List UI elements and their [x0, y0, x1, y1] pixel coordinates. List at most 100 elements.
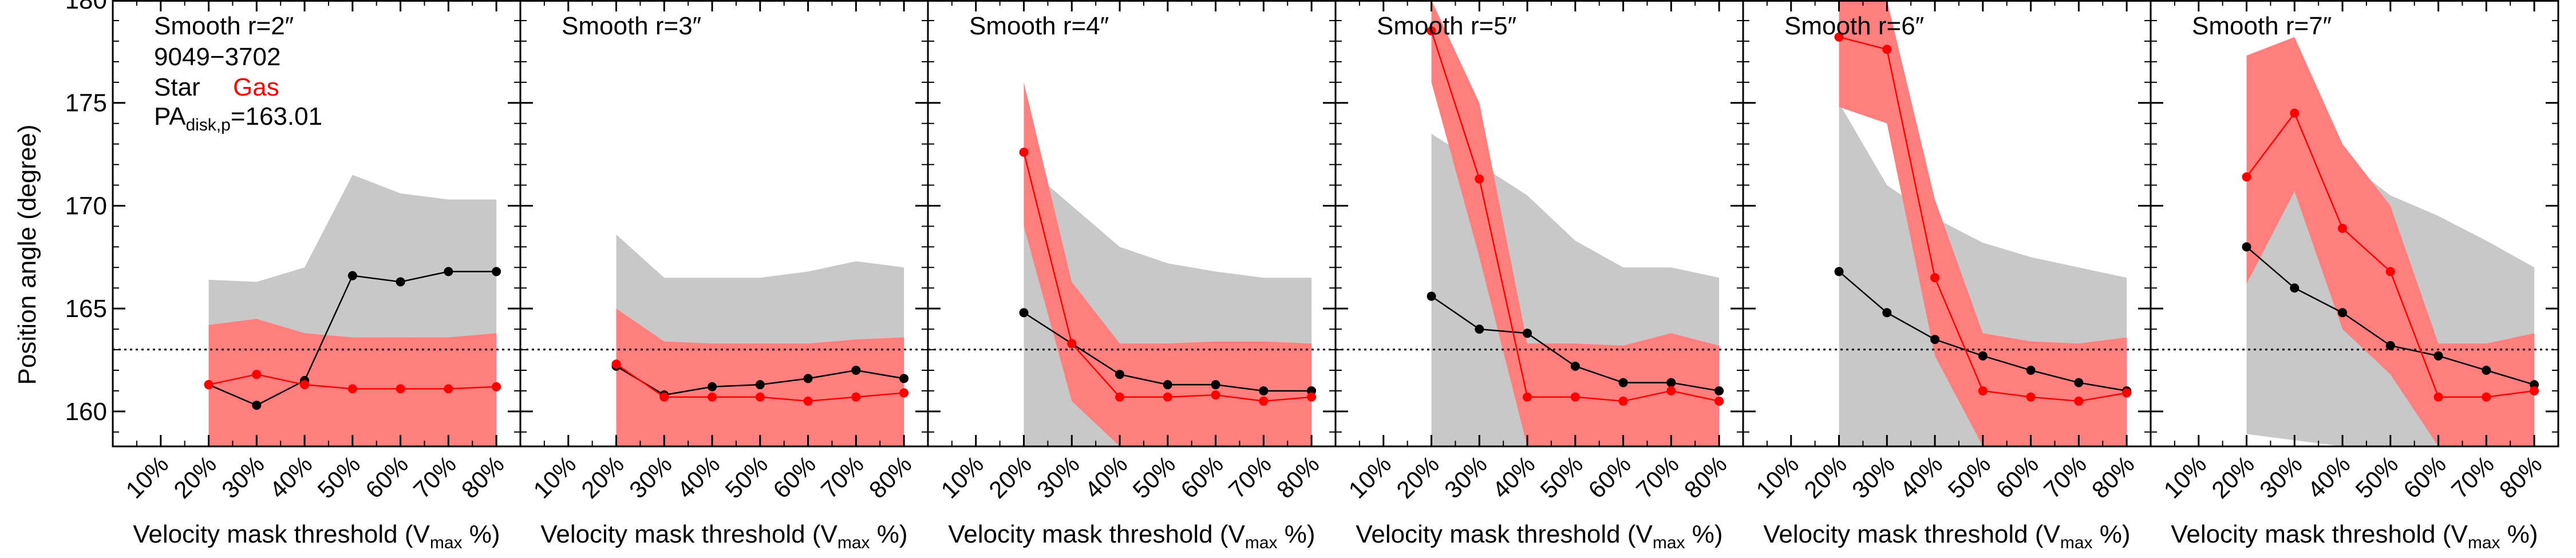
- plot-area: [520, 234, 928, 446]
- x-tick-label: 20%: [576, 450, 629, 504]
- star-series-point: [803, 374, 813, 383]
- x-tick-label: 40%: [2302, 450, 2356, 504]
- gas-series-point: [2074, 396, 2084, 406]
- panel-4: 10%20%30%40%50%60%70%80% Velocity mask th…: [1334, 0, 1744, 552]
- x-tick-label: 30%: [1032, 450, 1085, 504]
- x-tick-label: 20%: [1799, 450, 1852, 504]
- x-tick-label: 60%: [1175, 450, 1228, 504]
- star-series-point: [1930, 335, 1940, 345]
- gas-series-point: [1475, 174, 1484, 184]
- star-series-point: [1978, 351, 1988, 361]
- star-series-point: [1259, 386, 1269, 395]
- star-series-point: [851, 366, 861, 375]
- gas-series-point: [1618, 396, 1628, 406]
- gas-series-point: [1570, 392, 1580, 402]
- panel-title: Smooth r=3″: [562, 12, 701, 40]
- plot-area: [2151, 37, 2558, 446]
- panel-5: 10%20%30%40%50%60%70%80% Velocity mask th…: [1742, 0, 2152, 552]
- panel-title: Smooth r=6″: [1784, 12, 1924, 40]
- star-series-point: [1163, 380, 1172, 390]
- star-series-point: [1211, 380, 1220, 390]
- x-tick-label: 60%: [2398, 450, 2451, 504]
- gas-series-point: [851, 392, 861, 402]
- x-tick-label: 40%: [264, 450, 318, 504]
- star-series-point: [1618, 378, 1628, 387]
- x-tick-label: 80%: [864, 450, 917, 504]
- gas-series-point: [1523, 392, 1532, 402]
- star-series-point: [2242, 242, 2251, 252]
- x-axis-label-subscript: max: [430, 533, 463, 552]
- x-tick-label: 10%: [1751, 450, 1804, 504]
- gas-series-point: [755, 392, 765, 402]
- x-tick-label: 20%: [2206, 450, 2259, 504]
- legend-disk-pa: PAdisk,p=163.01: [154, 102, 322, 134]
- star-series-point: [1570, 361, 1580, 371]
- star-series-point: [2338, 308, 2348, 318]
- gas-series-point: [803, 396, 813, 406]
- x-axis-label-subscript: max: [837, 533, 870, 552]
- x-axis-label: Velocity mask threshold (Vmax %): [540, 520, 907, 552]
- x-tick-label: 30%: [1439, 450, 1492, 504]
- x-tick-label: 60%: [360, 450, 413, 504]
- x-tick-label: 20%: [1391, 450, 1444, 504]
- gas-series-point: [1067, 339, 1077, 349]
- gas-series-point: [2433, 392, 2443, 402]
- x-tick-label: 70%: [1631, 450, 1684, 504]
- gas-series-point: [1211, 390, 1220, 400]
- x-tick-label: 10%: [1343, 450, 1396, 504]
- x-tick-label: 40%: [1487, 450, 1540, 504]
- star-series-point: [2385, 341, 2395, 350]
- star-series-point: [2482, 366, 2491, 375]
- gas-series-point: [2290, 108, 2300, 118]
- gas-series-point: [2385, 267, 2395, 276]
- x-tick-label: 70%: [408, 450, 461, 504]
- gas-error-band: [1024, 82, 1312, 446]
- y-axis-label: Position angle (degree): [13, 125, 41, 385]
- x-tick-label: 30%: [1847, 450, 1900, 504]
- x-axis-label-end: %): [463, 520, 500, 548]
- gas-series-point: [1115, 392, 1125, 402]
- x-axis-label-subscript: max: [1653, 533, 1685, 552]
- gas-series-point: [2530, 386, 2539, 395]
- gas-series-point: [300, 380, 310, 390]
- x-axis-label: Velocity mask threshold (Vmax %): [1763, 520, 2130, 552]
- x-tick-label: 80%: [2087, 450, 2140, 504]
- x-tick-label: 30%: [624, 450, 677, 504]
- gas-series-point: [2242, 172, 2251, 182]
- gas-series-point: [252, 370, 262, 379]
- gas-series-point: [492, 382, 501, 391]
- y-tick-label: 180: [65, 0, 107, 14]
- star-series-point: [396, 277, 405, 287]
- legend-disk-pa-value: =163.01: [231, 102, 322, 130]
- gas-series-point: [204, 380, 214, 390]
- star-series-point: [1834, 267, 1844, 276]
- x-axis-label-end: %): [2093, 520, 2131, 548]
- x-tick-label: 10%: [2158, 450, 2211, 504]
- panel-title: Smooth r=7″: [2192, 12, 2332, 40]
- star-series-point: [1714, 386, 1724, 395]
- panel-title: Smooth r=4″: [969, 12, 1109, 40]
- legend-star: Star: [154, 73, 200, 101]
- x-tick-label: 50%: [1535, 450, 1589, 504]
- star-series-point: [1115, 370, 1125, 379]
- x-tick-label: 60%: [1990, 450, 2044, 504]
- panel-1: 160 165 170 175 180 10%20%30%40%50%60%70%80% V…: [65, 0, 521, 552]
- x-axis-label-subscript: max: [2468, 533, 2500, 552]
- gas-series-point: [1163, 392, 1172, 402]
- x-tick-label: 10%: [120, 450, 173, 504]
- star-series-point: [1427, 291, 1436, 301]
- x-tick-label: 50%: [2350, 450, 2404, 504]
- gas-series-point: [396, 384, 405, 394]
- star-series-point: [1019, 308, 1029, 318]
- gas-series-point: [899, 388, 909, 398]
- star-series-point: [492, 267, 501, 276]
- gas-series-point: [659, 392, 669, 402]
- plot-area: [928, 82, 1336, 446]
- x-axis-label: Velocity mask threshold (Vmax %): [948, 520, 1315, 552]
- x-tick-label: 30%: [2254, 450, 2308, 504]
- plot-area: [113, 175, 520, 446]
- gas-error-band: [1431, 0, 1720, 446]
- star-series-point: [2290, 283, 2300, 293]
- gas-series-point: [1666, 386, 1676, 395]
